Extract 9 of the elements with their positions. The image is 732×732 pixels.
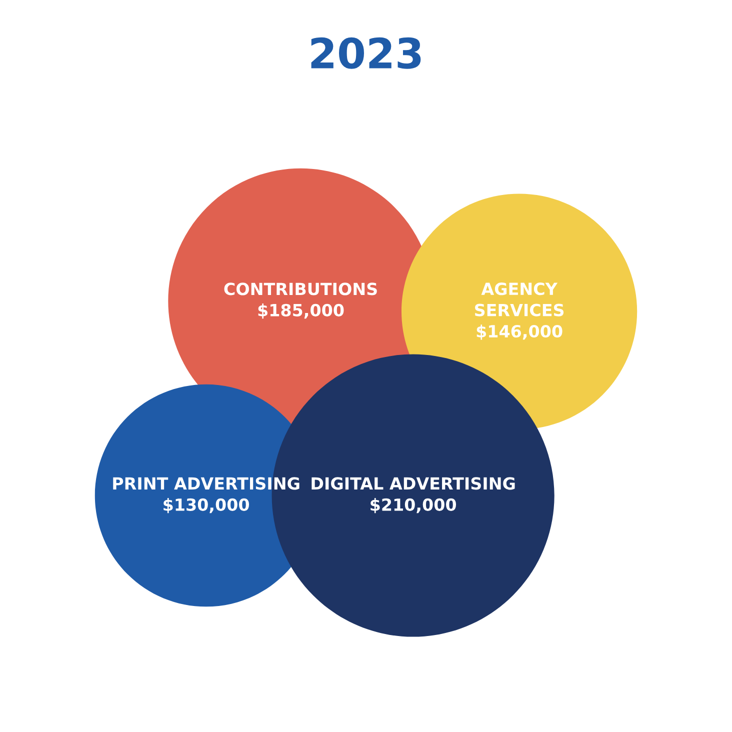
- category-label: DIGITAL ADVERTISING: [312, 477, 515, 490]
- data-label: $185,000: [258, 304, 344, 319]
- data-label: $146,000: [476, 324, 562, 340]
- category-label: AGENCY SERVICES: [475, 282, 564, 316]
- text: 2023: [311, 37, 421, 69]
- data-label: $210,000: [370, 498, 456, 514]
- data-label: $130,000: [164, 498, 250, 514]
- category-label: CONTRIBUTIONS: [224, 282, 377, 296]
- category-label: PRINT ADVERTISING: [113, 477, 300, 490]
